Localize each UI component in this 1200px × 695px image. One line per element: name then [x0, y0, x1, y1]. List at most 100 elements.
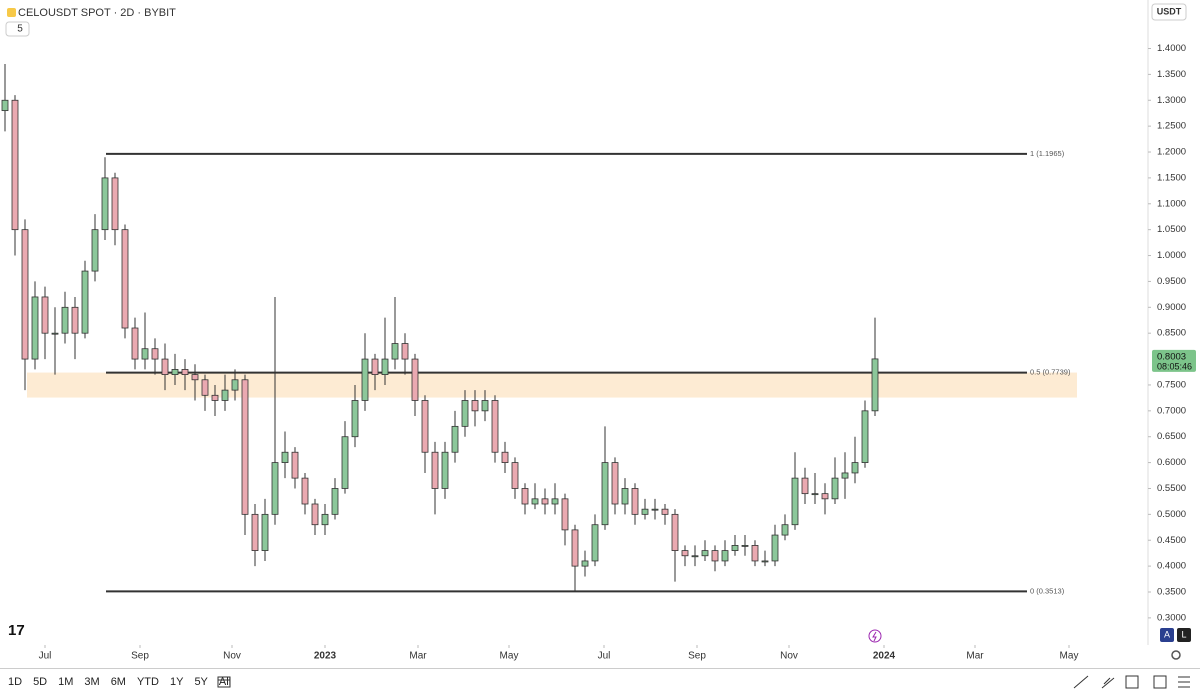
range-button[interactable]: 5Y [194, 676, 208, 688]
menu[interactable] [1178, 676, 1190, 688]
candle-body [391, 343, 399, 360]
x-tick-label: Mar [966, 651, 984, 662]
range-button[interactable]: 6M [110, 676, 126, 688]
chart: 0.3000 0.3500 0.4000 0.4500 0.5000 0.5500 0.60… [1, 0, 1196, 662]
candle-body [651, 508, 659, 511]
header: CELOUSDT SPOT · 2D · BYBIT 5 [5, 7, 176, 37]
y-tick-label: 1.2500 [1157, 121, 1186, 132]
candle-body [621, 488, 629, 505]
y-tick-label: 0.5500 [1157, 483, 1186, 494]
range-button[interactable]: 1M [58, 676, 74, 688]
candle-body [351, 400, 359, 438]
candle-body [91, 229, 99, 272]
measure-tool[interactable] [1153, 675, 1167, 689]
fib-label: 0 (0.3513) [1030, 586, 1065, 595]
range-button[interactable]: All [218, 676, 232, 688]
scale-button[interactable] [1160, 628, 1174, 642]
candle-body [11, 99, 19, 231]
y-tick-label: 1.0000 [1157, 250, 1186, 261]
tv-logo: 17 [8, 622, 25, 639]
candle-body [261, 513, 269, 551]
range-button[interactable]: 3M [84, 676, 100, 688]
candle-body [1, 99, 9, 112]
range-button[interactable]: YTD [136, 676, 159, 688]
indicator-count: 5 [17, 24, 23, 35]
candle-body [241, 379, 249, 515]
settings-icon[interactable] [1171, 650, 1181, 660]
candle-body [161, 358, 169, 375]
event-bolt [872, 631, 877, 642]
y-tick-label: 1.3500 [1157, 69, 1186, 80]
currency-button[interactable] [1151, 3, 1187, 21]
y-tick-label: 0.4500 [1157, 535, 1186, 546]
range-button[interactable]: 1Y [169, 676, 184, 688]
range-button[interactable]: 1D [8, 676, 23, 688]
candle-body [171, 369, 179, 375]
x-tick-label: 2023 [314, 651, 337, 662]
candle-body [561, 498, 569, 531]
y-tick-label: 1.4000 [1157, 43, 1186, 54]
candle-body [361, 358, 369, 401]
candle-body [841, 472, 849, 479]
candle-body [191, 374, 199, 381]
layers: 0.3000 0.3500 0.4000 0.4500 0.5000 0.5500 0.60… [1, 43, 1186, 662]
candle-body [631, 488, 639, 515]
chart-title: CELOUSDT SPOT · 2D · BYBIT [18, 7, 176, 19]
candle-body [451, 425, 459, 453]
candle-body [581, 560, 589, 567]
candle-body [61, 306, 69, 334]
event-icon[interactable] [868, 629, 882, 643]
candle-body [791, 477, 799, 526]
candle-body [311, 503, 319, 526]
x-tick-label: Mar [409, 651, 427, 662]
candle-body [321, 513, 329, 526]
fib-label: 1 (1.1965) [1030, 149, 1065, 158]
drawing-tools [1073, 675, 1190, 689]
trend-tool[interactable] [1073, 675, 1089, 689]
y-tick-label: 1.3000 [1157, 95, 1186, 106]
candle-body [181, 369, 189, 375]
y-tick-label: 1.2000 [1157, 147, 1186, 158]
candle-body [601, 462, 609, 526]
candle-body [641, 508, 649, 515]
countdown: 08:05:46 [1157, 361, 1192, 371]
scale-button-label: A [1164, 629, 1170, 639]
scale-button[interactable] [1177, 628, 1191, 642]
candle-body [121, 229, 129, 329]
range-button[interactable]: 5D [33, 676, 48, 688]
candle-body [71, 306, 79, 334]
candle-body [21, 229, 29, 360]
candle-body [491, 400, 499, 453]
candle-body [431, 451, 439, 489]
candle-body [741, 545, 749, 547]
candle-body [471, 400, 479, 412]
candle-body [761, 560, 769, 563]
candle-body [521, 488, 529, 505]
rect-tool[interactable] [1125, 675, 1139, 689]
y-tick-label: 0.3000 [1157, 612, 1186, 623]
candle-body [221, 389, 229, 401]
indicator-toggle[interactable] [5, 21, 30, 37]
candle-body [611, 462, 619, 505]
candle-body [441, 451, 449, 489]
fib-label: 0.5 (0.7739) [1030, 368, 1071, 377]
x-tick-label: Nov [223, 651, 241, 662]
brush-tool[interactable] [1101, 677, 1115, 689]
candle-body [811, 493, 819, 496]
last-price: 0.8003 [1157, 351, 1186, 362]
candle-body [871, 358, 879, 412]
x-tick-label: Sep [688, 651, 706, 662]
y-tick-label: 0.8500 [1157, 328, 1186, 339]
y-tick-label: 1.1000 [1157, 198, 1186, 209]
candle-body [721, 550, 729, 562]
candle-body [781, 524, 789, 536]
candle-body [851, 462, 859, 474]
y-tick-label: 0.4000 [1157, 561, 1186, 572]
date-range-icon[interactable] [215, 674, 235, 690]
candle-body [671, 513, 679, 551]
y-tick-label: 0.3500 [1157, 587, 1186, 598]
candle-body [101, 177, 109, 231]
candle-body [821, 493, 829, 500]
candle-body [111, 177, 119, 231]
candle-body [411, 358, 419, 401]
